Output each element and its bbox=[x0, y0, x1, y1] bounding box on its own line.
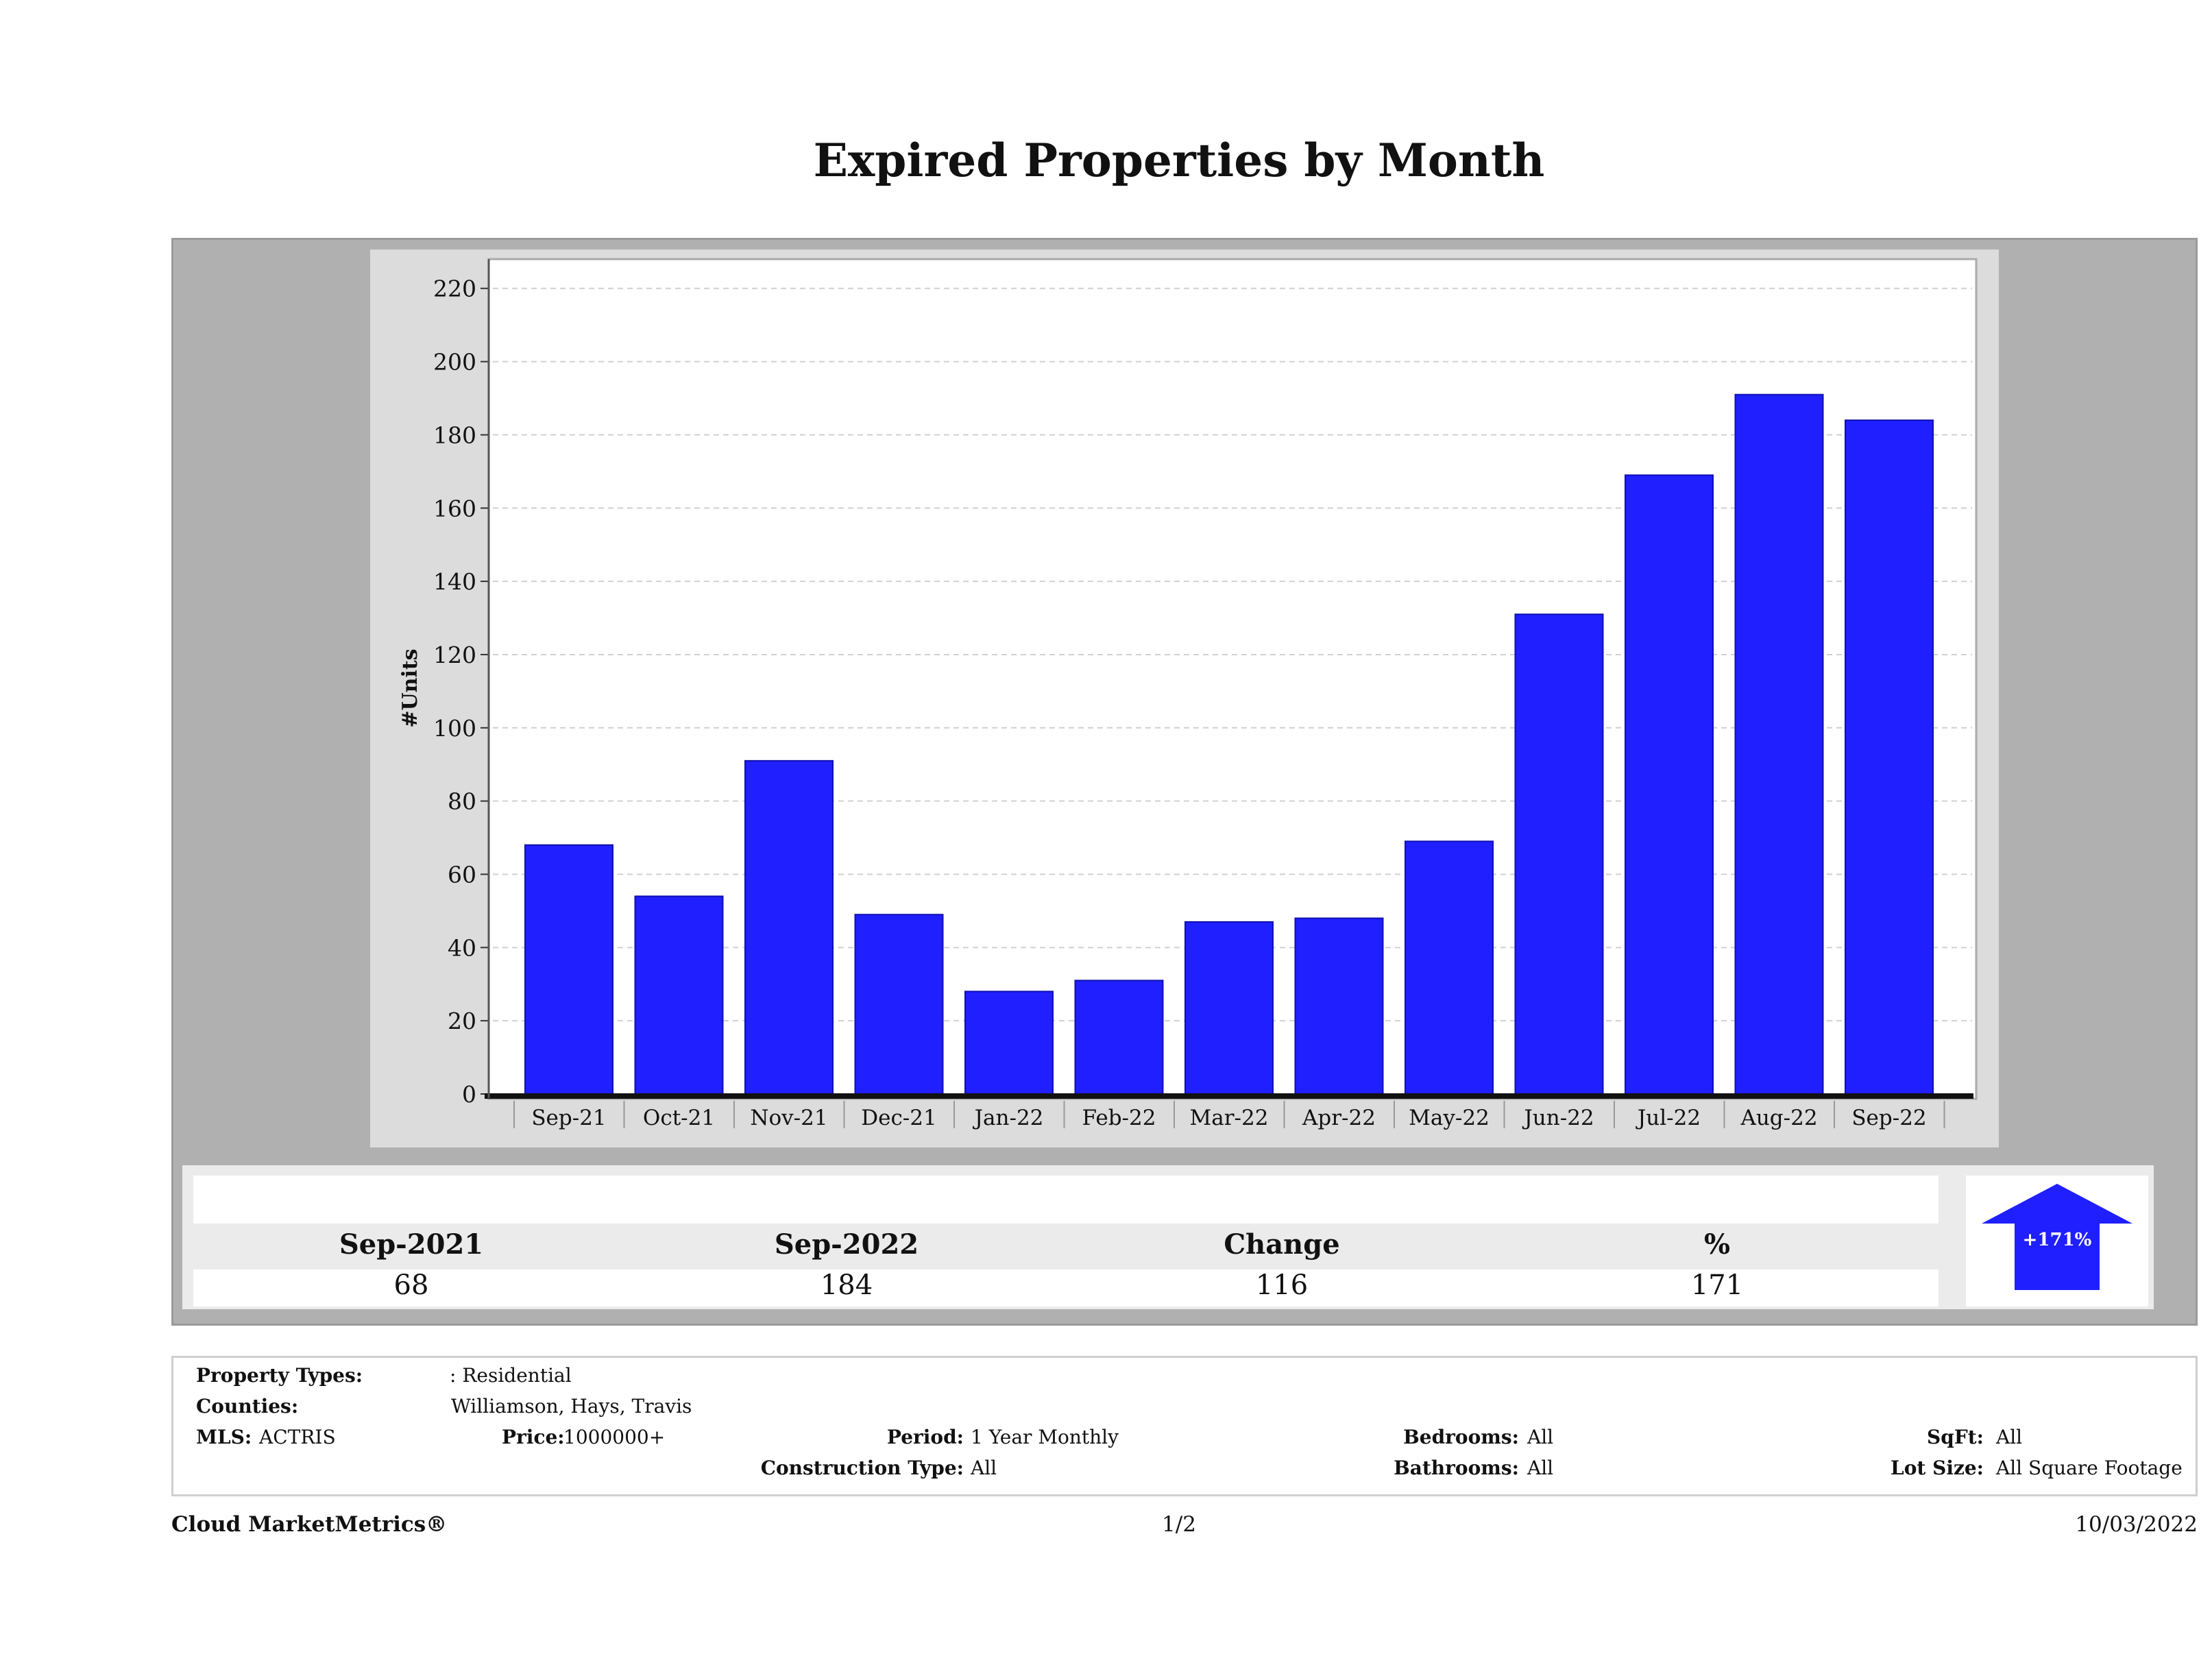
bar bbox=[1514, 613, 1604, 1095]
x-tick-label: Sep-22 bbox=[1851, 1106, 1926, 1130]
y-tick-label: 0 bbox=[462, 1081, 476, 1108]
x-tick-label: Oct-21 bbox=[643, 1106, 715, 1130]
x-tick-label: Dec-21 bbox=[861, 1106, 936, 1130]
y-tick-label: 100 bbox=[433, 715, 476, 742]
summary-col4-value: 171 bbox=[1690, 1269, 1744, 1301]
mls-value: ACTRIS bbox=[259, 1426, 336, 1448]
y-tick-label: 120 bbox=[433, 642, 476, 668]
bar bbox=[1294, 917, 1384, 1095]
lot-size-label: Lot Size: bbox=[1891, 1457, 1984, 1479]
price-value: 1000000+ bbox=[563, 1426, 666, 1448]
up-arrow-icon: +171% bbox=[1982, 1184, 2132, 1290]
footer-page-number: 1/2 bbox=[1162, 1512, 1196, 1537]
bar-chart: 0 20 40 60 80 100 120 140 160 180 200 220 Sep-21 Oct-… bbox=[398, 258, 1978, 1130]
bar bbox=[1184, 921, 1274, 1095]
construction-type-label: Construction Type: bbox=[760, 1457, 964, 1479]
footer-brand: Cloud MarketMetrics® bbox=[171, 1512, 448, 1537]
summary-col1-label: Sep-2021 bbox=[339, 1228, 484, 1261]
summary-col2-value: 184 bbox=[820, 1269, 873, 1301]
y-tick-label: 180 bbox=[433, 422, 476, 448]
bar bbox=[1734, 393, 1824, 1095]
property-types-value: : Residential bbox=[450, 1364, 572, 1387]
x-tick-label: Mar-22 bbox=[1190, 1106, 1269, 1130]
page-title: Expired Properties by Month bbox=[813, 134, 1545, 187]
mls-label: MLS: bbox=[196, 1426, 252, 1448]
bathrooms-label: Bathrooms: bbox=[1394, 1457, 1519, 1479]
y-tick-label: 40 bbox=[448, 934, 476, 961]
y-tick-label: 60 bbox=[448, 861, 476, 888]
property-types-label: Property Types: bbox=[196, 1364, 363, 1387]
sqft-label: SqFt: bbox=[1927, 1426, 1984, 1448]
y-tick-label: 140 bbox=[433, 568, 476, 595]
bar bbox=[854, 914, 944, 1095]
footer-date: 10/03/2022 bbox=[2075, 1512, 2198, 1537]
x-tick-label: Jun-22 bbox=[1522, 1106, 1594, 1130]
bar bbox=[1405, 840, 1494, 1095]
sqft-value: All bbox=[1996, 1426, 2023, 1448]
construction-type-value: All bbox=[971, 1457, 997, 1479]
summary-value-row bbox=[193, 1269, 1938, 1306]
bar bbox=[634, 895, 724, 1095]
summary-blank-row bbox=[193, 1176, 1938, 1224]
bedrooms-value: All bbox=[1527, 1426, 1554, 1448]
y-tick-label: 220 bbox=[433, 276, 476, 302]
period-label: Period: bbox=[886, 1426, 964, 1448]
arrow-percent-label: +171% bbox=[2023, 1230, 2092, 1250]
x-tick-label: Aug-22 bbox=[1740, 1106, 1817, 1130]
y-tick-label: 80 bbox=[448, 788, 476, 815]
summary-col4-label: % bbox=[1703, 1228, 1730, 1261]
period-value: 1 Year Monthly bbox=[971, 1426, 1119, 1448]
summary-col1-value: 68 bbox=[393, 1269, 429, 1301]
bathrooms-value: All bbox=[1527, 1457, 1554, 1479]
x-tick-label: Nov-21 bbox=[750, 1106, 827, 1130]
bar bbox=[1845, 420, 1934, 1095]
summary-col3-value: 116 bbox=[1255, 1269, 1309, 1301]
x-tick-label: Sep-21 bbox=[531, 1106, 606, 1130]
bar bbox=[744, 759, 834, 1095]
bar bbox=[524, 844, 613, 1095]
y-axis-label: #Units bbox=[398, 648, 422, 727]
price-label: Price: bbox=[502, 1426, 565, 1448]
x-tick-label: Jul-22 bbox=[1636, 1106, 1701, 1130]
y-tick-label: 20 bbox=[448, 1008, 476, 1034]
y-tick-label: 200 bbox=[433, 349, 476, 376]
bar bbox=[1625, 474, 1714, 1095]
bar bbox=[1074, 980, 1164, 1095]
counties-label: Counties: bbox=[196, 1395, 299, 1418]
y-tick-label: 160 bbox=[433, 495, 476, 522]
x-tick-label: Apr-22 bbox=[1302, 1106, 1376, 1130]
bedrooms-label: Bedrooms: bbox=[1403, 1426, 1519, 1448]
x-tick-label: Jan-22 bbox=[973, 1106, 1044, 1130]
bar bbox=[964, 990, 1054, 1095]
lot-size-value: All Square Footage bbox=[1996, 1457, 2183, 1479]
x-tick-label: Feb-22 bbox=[1082, 1106, 1156, 1130]
x-tick-label: May-22 bbox=[1409, 1106, 1490, 1130]
summary-col2-label: Sep-2022 bbox=[774, 1228, 919, 1261]
summary-col3-label: Change bbox=[1224, 1228, 1340, 1261]
counties-value: Williamson, Hays, Travis bbox=[451, 1395, 692, 1418]
criteria-box bbox=[171, 1356, 2198, 1496]
